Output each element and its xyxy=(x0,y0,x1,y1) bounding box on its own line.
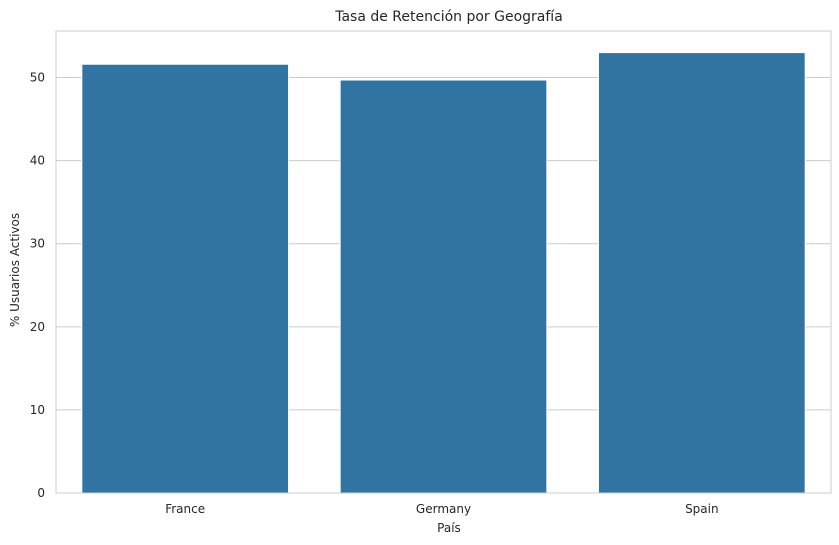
x-tick-labels: France Germany Spain xyxy=(165,502,718,516)
y-tick-label: 20 xyxy=(30,320,45,334)
y-tick-label: 30 xyxy=(30,237,45,251)
chart-title: Tasa de Retención por Geografía xyxy=(334,9,563,25)
y-tick-labels: 0 10 20 30 40 50 xyxy=(30,71,45,500)
bars-layer xyxy=(81,52,806,494)
y-axis-label: % Usuarios Activos xyxy=(8,213,22,327)
y-tick-label: 50 xyxy=(30,71,45,85)
plot-frame xyxy=(55,30,832,494)
bar-germany xyxy=(339,79,548,494)
x-tick-label-france: France xyxy=(165,502,205,516)
bar-spain xyxy=(598,52,806,494)
y-tick-label: 0 xyxy=(37,486,45,500)
x-tick-label-germany: Germany xyxy=(416,502,471,516)
bar-france xyxy=(81,63,290,494)
y-tick-label: 10 xyxy=(30,403,45,417)
x-axis-label: País xyxy=(437,521,461,535)
x-tick-label-spain: Spain xyxy=(685,502,719,516)
y-tick-label: 40 xyxy=(30,154,45,168)
